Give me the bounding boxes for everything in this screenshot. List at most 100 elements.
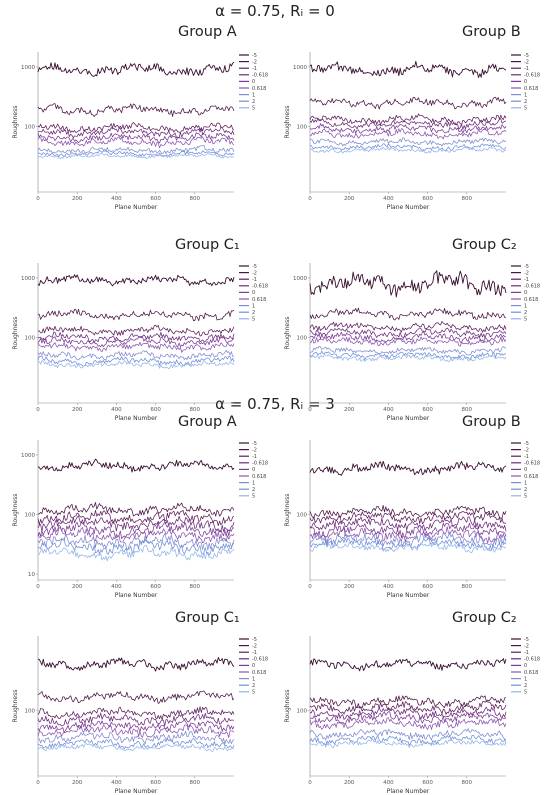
legend-label: 0 xyxy=(252,79,255,85)
series-line xyxy=(309,531,507,548)
series-line xyxy=(309,542,507,554)
legend-label: 0.618 xyxy=(252,670,266,676)
y-tick-label: 1000 xyxy=(293,65,307,71)
legend-label: 1 xyxy=(252,92,255,98)
series-line xyxy=(37,719,235,733)
legend-label: 5 xyxy=(524,690,527,696)
legend-label: -5 xyxy=(524,53,529,59)
legend-label: -0.618 xyxy=(524,284,540,290)
legend-label: 0 xyxy=(524,290,527,296)
x-tick-label: 600 xyxy=(422,584,433,590)
y-tick-label: 100 xyxy=(25,335,36,341)
legend-label: -0.618 xyxy=(252,461,268,467)
y-tick-label: 100 xyxy=(297,708,308,714)
chart-title: Group C₁ xyxy=(175,237,240,253)
legend-label: 1 xyxy=(252,303,255,309)
x-tick-label: 800 xyxy=(462,196,473,202)
section-title-ri-0: α = 0.75, Rᵢ = 0 xyxy=(215,2,335,20)
x-tick-label: 800 xyxy=(190,196,201,202)
x-tick-label: 0 xyxy=(308,584,312,590)
series-line xyxy=(309,700,507,715)
series-line xyxy=(309,60,507,79)
legend-label: 5 xyxy=(252,317,255,323)
y-tick-label: 100 xyxy=(297,512,308,518)
series-line xyxy=(37,724,235,739)
series-line xyxy=(309,505,507,519)
series-line xyxy=(309,522,507,539)
series-line xyxy=(309,728,507,741)
x-axis-label: Plane Number xyxy=(387,788,430,795)
series-line xyxy=(37,545,235,562)
legend-label: 0.618 xyxy=(252,474,266,480)
series-line xyxy=(37,360,235,370)
series-line xyxy=(309,118,507,130)
series-line xyxy=(37,126,235,139)
x-tick-label: 600 xyxy=(150,780,161,786)
legend-label: -2 xyxy=(252,447,257,453)
y-tick-label: 1000 xyxy=(21,453,35,459)
y-tick-label: 10 xyxy=(28,572,35,578)
series-line xyxy=(309,354,507,363)
x-tick-label: 0 xyxy=(36,780,40,786)
legend-label: 0.618 xyxy=(524,86,538,92)
x-tick-label: 600 xyxy=(150,407,161,413)
line-chart: 0 200 400 600 800 1000 100 Plane Number Roughnes… xyxy=(12,263,268,422)
x-tick-label: 0 xyxy=(308,780,312,786)
legend-label: 0 xyxy=(252,663,255,669)
y-axis-label: Roughness xyxy=(12,317,19,350)
x-tick-label: 200 xyxy=(344,407,355,413)
series-line xyxy=(37,533,235,551)
x-tick-label: 800 xyxy=(462,584,473,590)
legend-label: -2 xyxy=(524,59,529,65)
y-axis-label: Roughness xyxy=(284,494,291,527)
legend-label: -0.618 xyxy=(524,73,540,79)
series-line xyxy=(309,137,507,147)
x-tick-label: 400 xyxy=(383,407,394,413)
legend-label: 5 xyxy=(524,106,527,112)
legend-label: -5 xyxy=(524,637,529,643)
series-line xyxy=(37,712,235,727)
series-line xyxy=(37,502,235,517)
legend-label: -5 xyxy=(252,53,257,59)
legend-label: 1 xyxy=(524,676,527,682)
legend-label: -1 xyxy=(524,66,529,72)
legend-label: 0 xyxy=(524,467,527,473)
legend-label: -0.618 xyxy=(524,461,540,467)
series-line xyxy=(309,695,507,709)
x-tick-label: 400 xyxy=(111,584,122,590)
legend-label: -5 xyxy=(252,441,257,447)
series-line xyxy=(37,515,235,533)
legend-label: -1 xyxy=(252,277,257,283)
legend-label: 1 xyxy=(252,676,255,682)
series-line xyxy=(309,336,507,347)
x-axis-label: Plane Number xyxy=(115,788,158,795)
legend-label: -5 xyxy=(524,264,529,270)
legend-label: 2 xyxy=(524,99,527,105)
chart-title: Group C₂ xyxy=(452,610,517,626)
legend-label: 0 xyxy=(252,290,255,296)
legend-label: 1 xyxy=(524,92,527,98)
x-tick-label: 0 xyxy=(36,407,40,413)
legend-label: -5 xyxy=(524,441,529,447)
legend-label: -2 xyxy=(524,643,529,649)
series-line xyxy=(309,511,507,525)
legend-label: 1 xyxy=(252,480,255,486)
x-tick-label: 200 xyxy=(72,196,83,202)
legend-label: 5 xyxy=(252,690,255,696)
series-line xyxy=(37,509,235,526)
series-line xyxy=(37,61,235,77)
series-line xyxy=(37,537,235,556)
series-line xyxy=(37,730,235,745)
series-line xyxy=(309,734,507,746)
legend-label: -2 xyxy=(252,59,257,65)
x-tick-label: 800 xyxy=(190,780,201,786)
x-tick-label: 800 xyxy=(190,584,201,590)
legend-label: 2 xyxy=(252,310,255,316)
series-line xyxy=(309,706,507,720)
y-axis-label: Roughness xyxy=(284,317,291,350)
legend-label: -1 xyxy=(252,650,257,656)
x-tick-label: 200 xyxy=(344,780,355,786)
series-line xyxy=(37,145,235,155)
